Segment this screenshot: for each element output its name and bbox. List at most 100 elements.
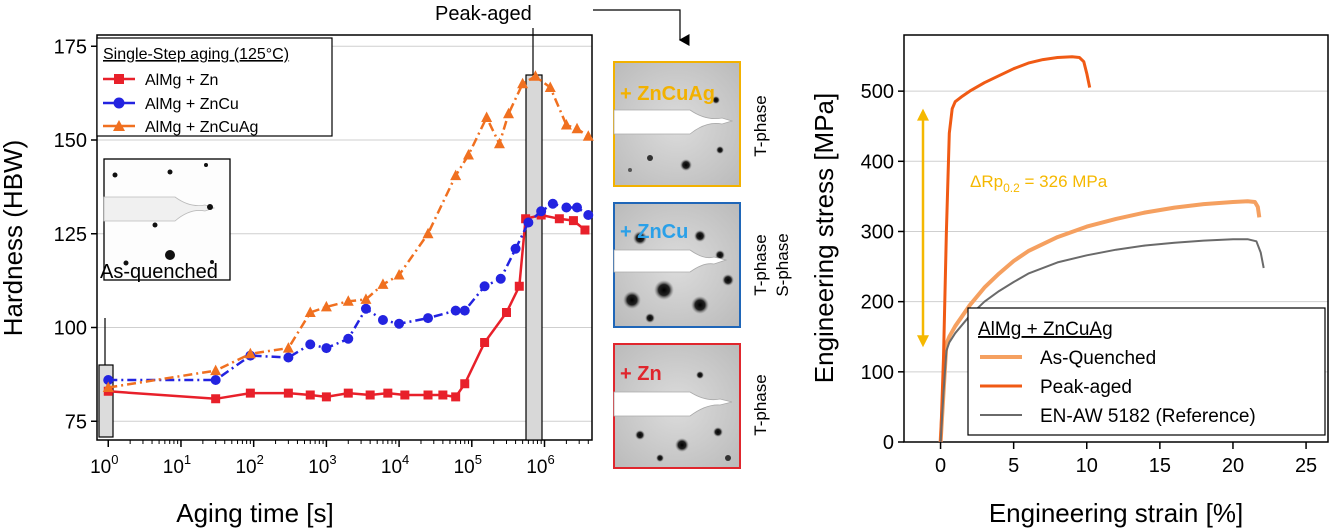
hardness-point-zn xyxy=(501,308,511,317)
hardness-point-zncu xyxy=(561,202,572,213)
hardness-point-zncuag xyxy=(493,137,505,149)
hardness-point-zncu xyxy=(495,273,506,284)
tensile-x-ticks: 0 5 10 15 20 25 xyxy=(935,442,1317,477)
hardness-point-zncuag xyxy=(393,269,405,280)
hardness-point-zncuag xyxy=(517,77,529,89)
hardness-point-zncu xyxy=(394,318,405,329)
delta-rp-subscript: 0.2 xyxy=(1003,181,1020,195)
zncu-phase-label-1: T-phase xyxy=(751,234,770,295)
tensile-series-line-2 xyxy=(939,238,1265,443)
tensile-x-axis-label: Engineering strain [%] xyxy=(989,498,1243,528)
hardness-x-tick-label-3: 103 xyxy=(308,452,336,478)
tensile-y-tick-label-3: 300 xyxy=(861,221,894,243)
hardness-point-zn xyxy=(283,388,293,398)
hardness-x-tick-label-6: 106 xyxy=(526,452,554,478)
zncu-phase-label-2: S-phase xyxy=(773,233,792,296)
zncuag-pattern-image: + ZnCuAg xyxy=(613,61,741,187)
hardness-y-tick-label-1: 100 xyxy=(54,318,87,340)
hardness-point-zn xyxy=(321,392,331,402)
hardness-point-zncuag xyxy=(450,169,462,181)
hardness-point-zn xyxy=(211,394,221,404)
hardness-x-tick-label-2: 102 xyxy=(235,452,263,478)
hardness-point-zncu xyxy=(450,305,461,316)
tensile-y-tick-label-4: 400 xyxy=(861,151,894,173)
hardness-point-zncu xyxy=(523,217,534,228)
zncuag-phase-label: T-phase xyxy=(751,95,770,156)
hardness-point-zn xyxy=(305,390,315,400)
hardness-point-zn xyxy=(423,390,433,400)
legend-entry-almg-zn: AlMg + Zn xyxy=(145,72,218,89)
hardness-legend: Single-Step aging (125°C) AlMg + Zn AlMg… xyxy=(96,37,333,137)
tensile-x-tick-label-3: 15 xyxy=(1149,455,1171,477)
hardness-point-zn xyxy=(343,388,353,398)
peak-aged-arrow xyxy=(593,9,690,46)
hardness-point-zncuag xyxy=(244,347,256,359)
delta-rp-label: ΔRp0.2 = 326 MPa xyxy=(970,172,1108,195)
hardness-point-zncu xyxy=(343,333,354,344)
hardness-point-zncuag xyxy=(481,111,493,122)
hardness-point-zncu xyxy=(360,303,371,314)
hardness-point-zncuag xyxy=(560,119,572,130)
hardness-point-zncuag xyxy=(282,342,294,353)
hardness-point-zncuag xyxy=(544,81,556,92)
tensile-x-tick-label-4: 20 xyxy=(1222,455,1244,477)
delta-rp-arrow xyxy=(917,108,930,348)
hardness-point-zncuag xyxy=(462,149,474,160)
hardness-point-zn xyxy=(383,388,393,398)
hardness-point-zncu xyxy=(459,305,470,316)
tensile-x-tick-label-1: 5 xyxy=(1008,455,1019,477)
peak-aged-band xyxy=(525,74,543,441)
tensile-x-tick-label-5: 25 xyxy=(1295,455,1317,477)
hardness-y-axis-label: Hardness (HBW) xyxy=(0,140,28,336)
hardness-legend-title: Single-Step aging (125°C) xyxy=(103,46,289,63)
tensile-y-ticks: 0 100 200 300 400 500 xyxy=(861,81,904,454)
delta-rp-arrow-head-bottom xyxy=(917,335,930,348)
hardness-point-zncu xyxy=(547,198,558,209)
hardness-point-zn xyxy=(451,392,461,402)
hardness-point-zn xyxy=(365,390,375,400)
legend-entry-almg-zncu: AlMg + ZnCu xyxy=(145,96,239,113)
hardness-x-ticks: 100 101 102 103 104 105 106 xyxy=(90,440,589,478)
hardness-point-zncu xyxy=(572,202,583,213)
hardness-series-line-0 xyxy=(108,213,586,401)
hardness-point-zn xyxy=(438,390,448,400)
hardness-y-ticks: 75 100 125 150 175 xyxy=(54,36,97,433)
delta-rp-prefix: ΔRp xyxy=(970,172,1003,191)
tensile-x-tick-label-0: 0 xyxy=(935,455,946,477)
hardness-point-zncu xyxy=(423,313,434,324)
hardness-point-zncuag xyxy=(529,70,541,81)
tensile-legend-title: AlMg + ZnCuAg xyxy=(978,319,1113,340)
hardness-series-line-1 xyxy=(108,202,589,382)
hardness-y-tick-label-2: 125 xyxy=(54,224,87,246)
hardness-point-zn xyxy=(554,214,564,224)
hardness-point-zn xyxy=(245,388,255,398)
zncu-pattern-label: + ZnCu xyxy=(620,221,688,243)
hardness-point-zn xyxy=(480,338,490,347)
legend-entry-almg-zncuag: AlMg + ZnCuAg xyxy=(145,119,258,136)
hardness-point-zncuag xyxy=(360,293,372,304)
peak-aged-label: Peak-aged xyxy=(435,3,532,25)
hardness-point-zn xyxy=(400,390,410,400)
legend-entry-as-quenched: As-Quenched xyxy=(1040,348,1156,369)
hardness-point-zn xyxy=(568,216,578,226)
tensile-legend: AlMg + ZnCuAg As-Quenched Peak-aged EN-A… xyxy=(967,307,1326,436)
tensile-chart: 0 5 10 15 20 25 0 100 200 300 400 500 ΔRp0.2 = 326… xyxy=(809,34,1329,528)
tensile-series-line-1 xyxy=(939,55,1092,443)
hardness-point-zncuag xyxy=(422,227,434,239)
hardness-x-tick-label-5: 105 xyxy=(454,452,482,478)
hardness-point-zncu xyxy=(210,375,221,385)
legend-entry-reference: EN-AW 5182 (Reference) xyxy=(1040,406,1256,427)
hardness-point-zncu xyxy=(479,281,490,292)
hardness-point-zncu xyxy=(510,243,521,254)
hardness-point-zncu xyxy=(583,210,594,220)
hardness-x-tick-label-4: 104 xyxy=(381,452,409,478)
hardness-point-zncu xyxy=(103,375,114,385)
hardness-point-zncuag xyxy=(582,130,594,141)
tensile-y-tick-label-5: 500 xyxy=(861,81,894,103)
zn-phase-label: T-phase xyxy=(751,374,770,435)
legend-entry-peak-aged: Peak-aged xyxy=(1040,377,1132,398)
hardness-point-zn xyxy=(514,281,524,291)
tensile-y-tick-label-2: 200 xyxy=(861,292,894,314)
